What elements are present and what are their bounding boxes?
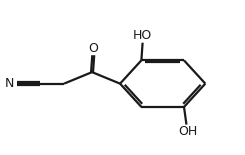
Text: OH: OH [178, 125, 197, 138]
Text: N: N [5, 77, 14, 90]
Text: HO: HO [133, 29, 152, 42]
Text: O: O [88, 42, 98, 55]
